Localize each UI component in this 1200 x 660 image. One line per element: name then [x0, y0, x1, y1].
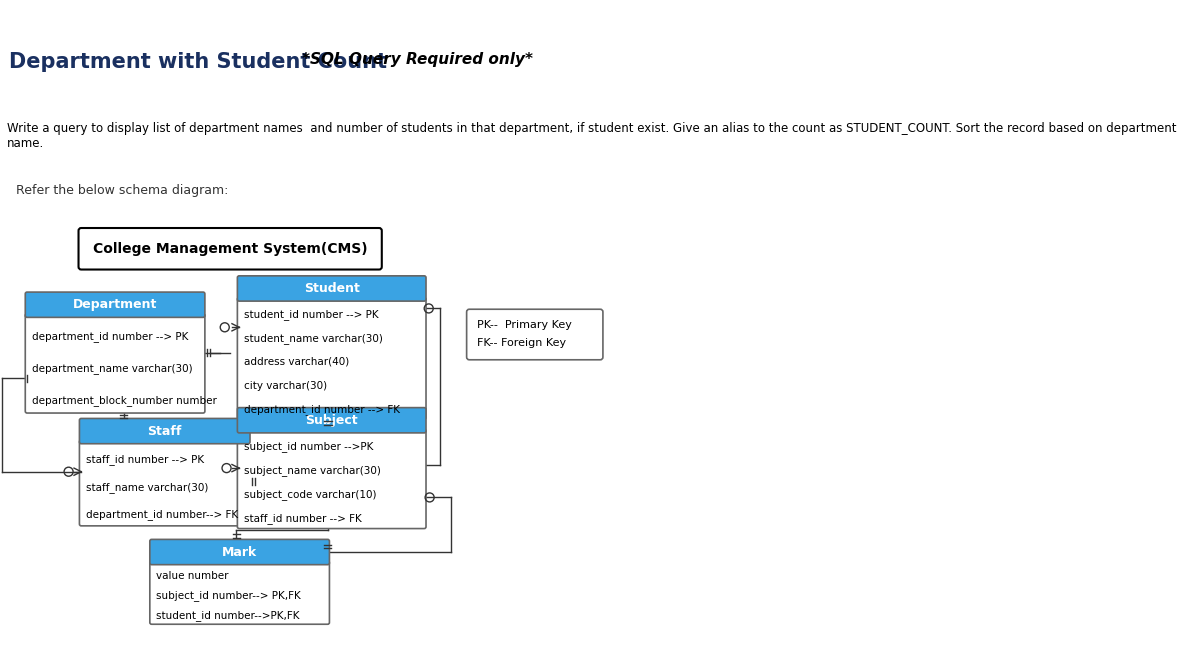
- Text: FK-- Foreign Key: FK-- Foreign Key: [476, 338, 565, 348]
- Text: department_block_number number: department_block_number number: [31, 395, 216, 405]
- Text: student_id number --> PK: student_id number --> PK: [244, 310, 378, 320]
- FancyBboxPatch shape: [25, 314, 205, 413]
- Text: Department with Student Count: Department with Student Count: [10, 52, 388, 72]
- Text: Student: Student: [304, 282, 360, 295]
- Text: value number: value number: [156, 571, 229, 581]
- FancyBboxPatch shape: [150, 539, 330, 565]
- Text: *SQL Query Required only*: *SQL Query Required only*: [302, 52, 533, 67]
- Text: PK--  Primary Key: PK-- Primary Key: [476, 319, 571, 329]
- Text: Subject: Subject: [305, 414, 358, 427]
- Text: department_id number --> PK: department_id number --> PK: [31, 331, 188, 342]
- FancyBboxPatch shape: [238, 276, 426, 301]
- Text: staff_id number --> PK: staff_id number --> PK: [85, 454, 204, 465]
- FancyBboxPatch shape: [238, 408, 426, 433]
- Text: College Management System(CMS): College Management System(CMS): [92, 242, 367, 256]
- Text: city varchar(30): city varchar(30): [244, 381, 326, 391]
- Text: student_id number-->PK,FK: student_id number-->PK,FK: [156, 610, 300, 621]
- FancyBboxPatch shape: [150, 561, 330, 624]
- FancyBboxPatch shape: [78, 228, 382, 269]
- Text: Staff: Staff: [148, 424, 182, 438]
- Text: subject_id number -->PK: subject_id number -->PK: [244, 441, 373, 452]
- FancyBboxPatch shape: [79, 418, 250, 444]
- Text: address varchar(40): address varchar(40): [244, 357, 349, 367]
- FancyBboxPatch shape: [25, 292, 205, 317]
- Text: staff_id number --> FK: staff_id number --> FK: [244, 513, 361, 524]
- FancyBboxPatch shape: [238, 298, 426, 419]
- Text: subject_code varchar(10): subject_code varchar(10): [244, 489, 376, 500]
- Text: Write a query to display list of department names  and number of students in tha: Write a query to display list of departm…: [7, 122, 1177, 150]
- Text: department_name varchar(30): department_name varchar(30): [31, 363, 192, 374]
- FancyBboxPatch shape: [467, 310, 602, 360]
- Text: department_id number --> FK: department_id number --> FK: [244, 404, 400, 414]
- Text: Refer the below schema diagram:: Refer the below schema diagram:: [17, 183, 229, 197]
- Text: staff_name varchar(30): staff_name varchar(30): [85, 482, 208, 492]
- Text: student_name varchar(30): student_name varchar(30): [244, 333, 383, 344]
- Text: subject_id number--> PK,FK: subject_id number--> PK,FK: [156, 590, 301, 601]
- Text: department_id number--> FK: department_id number--> FK: [85, 509, 238, 520]
- FancyBboxPatch shape: [238, 429, 426, 529]
- Text: Mark: Mark: [222, 546, 257, 558]
- FancyBboxPatch shape: [79, 440, 250, 526]
- Text: subject_name varchar(30): subject_name varchar(30): [244, 465, 380, 476]
- Text: Department: Department: [73, 298, 157, 312]
